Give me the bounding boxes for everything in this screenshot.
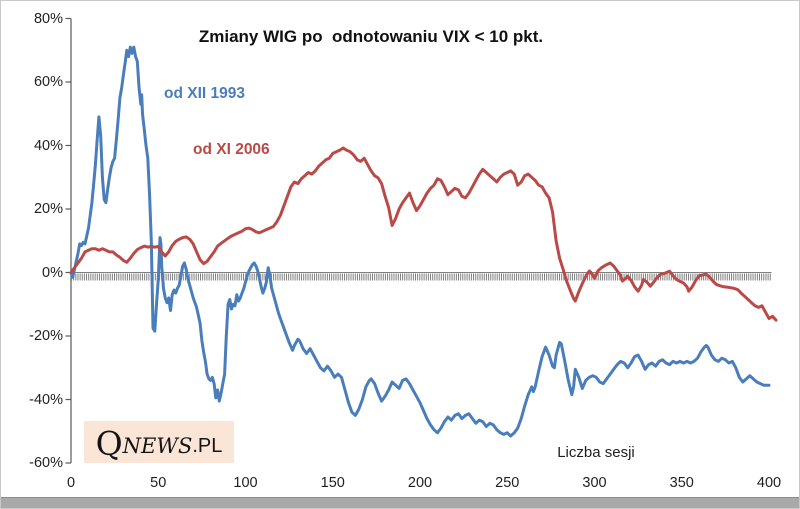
x-tick-label: 0 [66,475,76,491]
x-axis-title: Liczba sesji [557,444,635,461]
y-tick-label: 20% [33,201,63,217]
chart-title: Zmiany WIG po odnotowaniu VIX < 10 pkt. [198,27,544,46]
x-tick-label: 100 [233,475,258,491]
x-tick-label: 400 [756,475,782,491]
series-line-1 [69,146,778,322]
series-label-od-xi-2006: od XI 2006 [193,141,270,158]
series-line-0 [69,45,771,438]
y-tick-label: 80% [33,10,63,27]
x-tick-label: 300 [582,475,607,491]
y-tick-label: 0% [42,264,63,281]
x-tick-label: 250 [495,475,520,491]
y-tick-label: 60% [33,74,63,90]
y-tick-label: -20% [29,328,63,344]
x-tick-label: 150 [320,475,345,491]
qnews-watermark-news: NEWS [122,434,193,458]
y-tick-label: 40% [33,137,63,154]
window-bottom-edge [1,497,799,508]
y-tick-label: -40% [29,391,63,408]
qnews-watermark: Q NEWS .PL [84,421,234,463]
qnews-watermark-q: Q [95,424,123,463]
x-tick-label: 350 [669,475,694,491]
x-tick-label: 200 [407,475,433,491]
plot-area [65,17,778,464]
series-label-od-xii-1993: od XII 1993 [164,85,245,102]
x-tick-label: 50 [150,475,167,491]
qnews-watermark-pl: .PL [192,435,223,457]
y-tick-label: -60% [29,455,63,471]
